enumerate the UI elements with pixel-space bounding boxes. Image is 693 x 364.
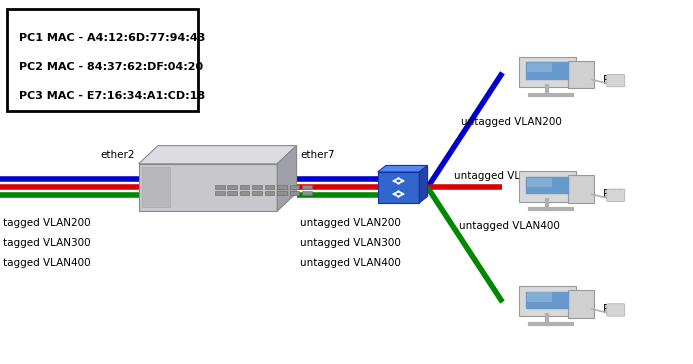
Bar: [227, 191, 237, 195]
FancyBboxPatch shape: [568, 61, 595, 88]
Bar: [265, 191, 274, 195]
Bar: [277, 185, 287, 189]
Text: untagged VLAN200: untagged VLAN200: [462, 117, 562, 127]
Bar: [227, 185, 237, 189]
FancyBboxPatch shape: [607, 189, 625, 201]
Bar: [302, 185, 312, 189]
Bar: [378, 172, 419, 203]
FancyBboxPatch shape: [568, 290, 595, 318]
FancyBboxPatch shape: [518, 171, 577, 202]
Polygon shape: [378, 165, 428, 172]
FancyBboxPatch shape: [526, 177, 570, 194]
Bar: [265, 185, 274, 189]
Text: untagged VLAN400: untagged VLAN400: [459, 221, 560, 231]
Bar: [240, 191, 249, 195]
Polygon shape: [139, 146, 297, 164]
Text: untagged VLAN300: untagged VLAN300: [300, 238, 401, 248]
FancyBboxPatch shape: [526, 292, 570, 309]
FancyBboxPatch shape: [527, 178, 552, 187]
Bar: [215, 191, 225, 195]
Bar: [252, 191, 262, 195]
Bar: [252, 185, 262, 189]
Bar: [277, 191, 287, 195]
Bar: [139, 164, 277, 211]
FancyBboxPatch shape: [527, 63, 552, 72]
Text: PC2: PC2: [603, 188, 626, 201]
Text: untagged VLAN400: untagged VLAN400: [300, 258, 401, 268]
Text: PC3: PC3: [603, 303, 626, 316]
FancyBboxPatch shape: [526, 62, 570, 80]
FancyBboxPatch shape: [518, 57, 577, 87]
Bar: [142, 167, 170, 207]
Text: untagged VLAN300: untagged VLAN300: [454, 171, 554, 181]
Text: PC1: PC1: [603, 74, 626, 87]
Text: tagged VLAN200: tagged VLAN200: [3, 218, 91, 228]
Text: tagged VLAN300: tagged VLAN300: [3, 238, 91, 248]
Polygon shape: [277, 146, 297, 211]
Text: PC3 MAC - E7:16:34:A1:CD:18: PC3 MAC - E7:16:34:A1:CD:18: [19, 91, 205, 101]
FancyBboxPatch shape: [568, 175, 595, 203]
FancyBboxPatch shape: [607, 74, 625, 87]
FancyBboxPatch shape: [607, 304, 625, 316]
Text: PC1 MAC - A4:12:6D:77:94:43: PC1 MAC - A4:12:6D:77:94:43: [19, 33, 205, 43]
Polygon shape: [419, 165, 428, 203]
FancyBboxPatch shape: [7, 9, 198, 111]
Text: PC2 MAC - 84:37:62:DF:04:20: PC2 MAC - 84:37:62:DF:04:20: [19, 62, 203, 72]
Bar: [290, 185, 299, 189]
Bar: [302, 191, 312, 195]
FancyBboxPatch shape: [527, 292, 552, 301]
Text: untagged VLAN200: untagged VLAN200: [300, 218, 401, 228]
FancyBboxPatch shape: [518, 286, 577, 316]
Bar: [215, 185, 225, 189]
Text: ether7: ether7: [300, 150, 335, 160]
Bar: [240, 185, 249, 189]
Text: tagged VLAN400: tagged VLAN400: [3, 258, 91, 268]
Bar: [290, 191, 299, 195]
Text: ether2: ether2: [100, 150, 135, 160]
